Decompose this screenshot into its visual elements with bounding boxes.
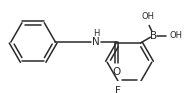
Text: N: N: [92, 37, 100, 47]
Text: OH: OH: [141, 12, 154, 21]
Text: OH: OH: [169, 31, 183, 40]
Text: B: B: [150, 31, 157, 41]
Text: F: F: [115, 86, 121, 93]
Text: O: O: [112, 67, 121, 77]
Text: H: H: [93, 29, 99, 38]
